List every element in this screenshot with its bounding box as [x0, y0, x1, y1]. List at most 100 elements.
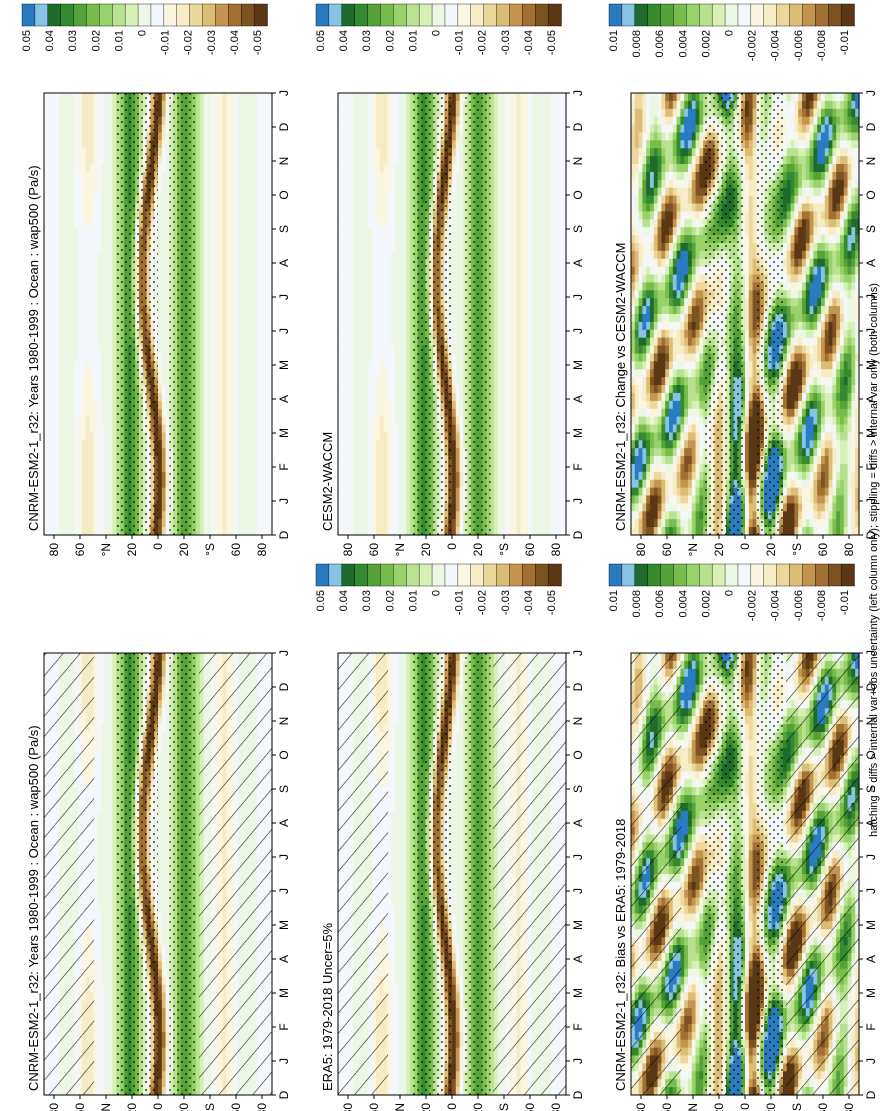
heatmap-cell [112, 874, 117, 883]
heatmap-cell [108, 905, 113, 915]
heatmap-cell [101, 968, 106, 978]
heatmap-cell [97, 905, 102, 915]
heatmap-cell [108, 369, 113, 378]
heatmap-cell [51, 132, 56, 141]
heatmap-cell [59, 266, 64, 276]
heatmap-cell [70, 242, 75, 252]
heatmap-cell [158, 1071, 163, 1080]
heatmap-cell [85, 306, 91, 315]
heatmap-cell [97, 787, 102, 796]
heatmap-cell [196, 1023, 201, 1033]
heatmap-cell [44, 527, 49, 536]
heatmap-cell [47, 527, 53, 536]
heatmap-cell [55, 353, 60, 362]
heatmap-cell [82, 124, 87, 134]
heatmap-cell [78, 108, 83, 118]
heatmap-cell [47, 329, 53, 339]
heatmap-cell [59, 235, 64, 244]
heatmap-cell [104, 1071, 110, 1080]
heatmap-cell [104, 321, 110, 331]
heatmap-cell [85, 400, 91, 410]
heatmap-cell [55, 306, 60, 315]
heatmap-cell [63, 511, 68, 520]
heatmap-cell [158, 787, 163, 796]
heatmap-cell [93, 321, 98, 331]
heatmap-cell [82, 400, 87, 410]
heatmap-cell [158, 1079, 163, 1088]
heatmap-cell [47, 408, 53, 418]
heatmap-cell [85, 471, 91, 481]
heatmap-cell [74, 211, 79, 220]
heatmap-cell [89, 290, 94, 299]
heatmap-cell [97, 456, 102, 465]
heatmap-cell [104, 187, 110, 197]
heatmap-cell [104, 1079, 110, 1088]
heatmap-cell [108, 306, 113, 315]
month-tick-label: J [277, 888, 291, 894]
heatmap-cell [47, 479, 53, 489]
heatmap-cell [101, 471, 106, 481]
heatmap-cell [66, 487, 72, 497]
heatmap-cell [44, 511, 49, 520]
heatmap-cell [101, 668, 106, 678]
heatmap-cell [74, 345, 79, 355]
heatmap-cell [108, 353, 113, 362]
heatmap-cell [104, 1031, 110, 1041]
heatmap-cell [74, 132, 79, 141]
heatmap-cell [196, 866, 201, 875]
heatmap-cell [82, 266, 87, 276]
heatmap-cell [89, 171, 94, 181]
heatmap-cell [97, 179, 102, 189]
heatmap-cell [108, 1071, 113, 1080]
heatmap-cell [59, 479, 64, 489]
heatmap-cell [85, 195, 91, 205]
heatmap-cell [97, 826, 102, 836]
heatmap-cell [70, 527, 75, 536]
heatmap-cell [101, 456, 106, 465]
heatmap-cell [70, 392, 75, 402]
heatmap-cell [97, 858, 102, 867]
heatmap-cell [101, 1071, 106, 1080]
heatmap-cell [82, 377, 87, 386]
heatmap-cell [93, 503, 98, 512]
heatmap-cell [51, 93, 56, 102]
heatmap-cell [82, 385, 87, 394]
heatmap-cell [196, 1008, 201, 1017]
heatmap-cell [108, 511, 113, 520]
heatmap-cell [63, 132, 68, 141]
heatmap-cell [78, 124, 83, 134]
heatmap-cell [101, 314, 106, 323]
heatmap-cell [63, 187, 68, 197]
heatmap-cell [165, 708, 170, 717]
heatmap-cell [112, 511, 117, 520]
heatmap-cell [108, 179, 113, 189]
heatmap-cell [47, 235, 53, 244]
heatmap-cell [112, 171, 117, 181]
heatmap-cell [108, 385, 113, 394]
heatmap-cell [108, 787, 113, 796]
heatmap-cell [97, 519, 102, 528]
heatmap-cell [66, 519, 72, 528]
heatmap-cell [104, 976, 110, 986]
heatmap-cell [93, 314, 98, 323]
heatmap-cell [89, 211, 94, 220]
heatmap-cell [44, 171, 49, 181]
heatmap-cell [108, 897, 113, 907]
heatmap-cell [47, 250, 53, 260]
heatmap-cell [59, 440, 64, 449]
heatmap-cell [97, 132, 102, 141]
heatmap-cell [70, 124, 75, 134]
heatmap-cell [165, 700, 170, 709]
heatmap-cell [104, 179, 110, 189]
heatmap-cell [112, 527, 117, 536]
heatmap-cell [165, 653, 170, 662]
heatmap-cell [82, 353, 87, 362]
heatmap-cell [47, 321, 53, 331]
heatmap-cell [70, 290, 75, 299]
heatmap-cell [47, 432, 53, 441]
heatmap-cell [78, 140, 83, 149]
heatmap-cell [93, 211, 98, 220]
heatmap-cell [74, 456, 79, 465]
heatmap-cell [196, 795, 201, 804]
heatmap-cell [70, 487, 75, 497]
